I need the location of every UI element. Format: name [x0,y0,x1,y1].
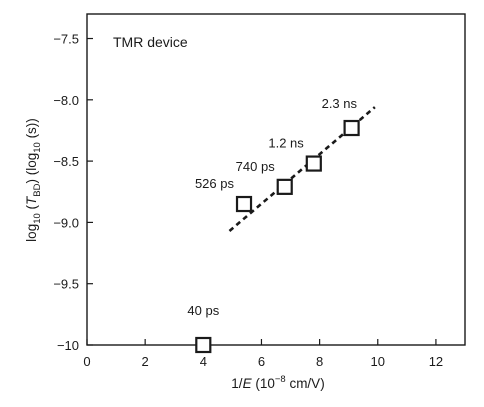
fit-line [228,106,376,232]
y-axis-label: log10 (TBD) (log10 (s)) [24,118,43,242]
plot-frame [86,13,466,346]
x-tick-label: 12 [429,354,443,369]
x-tick-label: 0 [83,354,90,369]
chart-annotation: TMR device [113,34,188,50]
y-tick-label: −10 [57,338,79,353]
y-tick-label: −7.5 [53,32,79,47]
x-axis-label: 1/E (10−8 cm/V) [231,374,324,391]
data-point [195,336,212,354]
x-tick-label: 8 [316,354,323,369]
y-tick-label: −8.0 [53,93,79,108]
data-points [195,119,360,354]
x-tick-label: 4 [200,354,207,369]
y-tick-label: −8.5 [53,154,79,169]
x-tick-label: 10 [371,354,385,369]
point-label: 1.2 ns [268,136,304,151]
data-point [305,155,322,172]
y-axis-ticks: −10 −9.5 −9.0 −8.5 −8.0 −7.5 [53,32,93,353]
y-tick-label: −9.5 [53,277,79,292]
point-label: 40 ps [187,303,219,318]
x-tick-label: 2 [142,354,149,369]
point-label: 2.3 ns [322,96,358,111]
point-label: 526 ps [195,176,235,191]
x-axis-ticks: 0 2 4 6 8 10 12 [83,339,443,369]
y-tick-label: −9.0 [53,215,79,230]
data-point [276,178,293,195]
x-tick-label: 6 [258,354,265,369]
data-point [235,195,253,213]
point-label: 740 ps [236,159,276,174]
data-point [343,119,360,137]
